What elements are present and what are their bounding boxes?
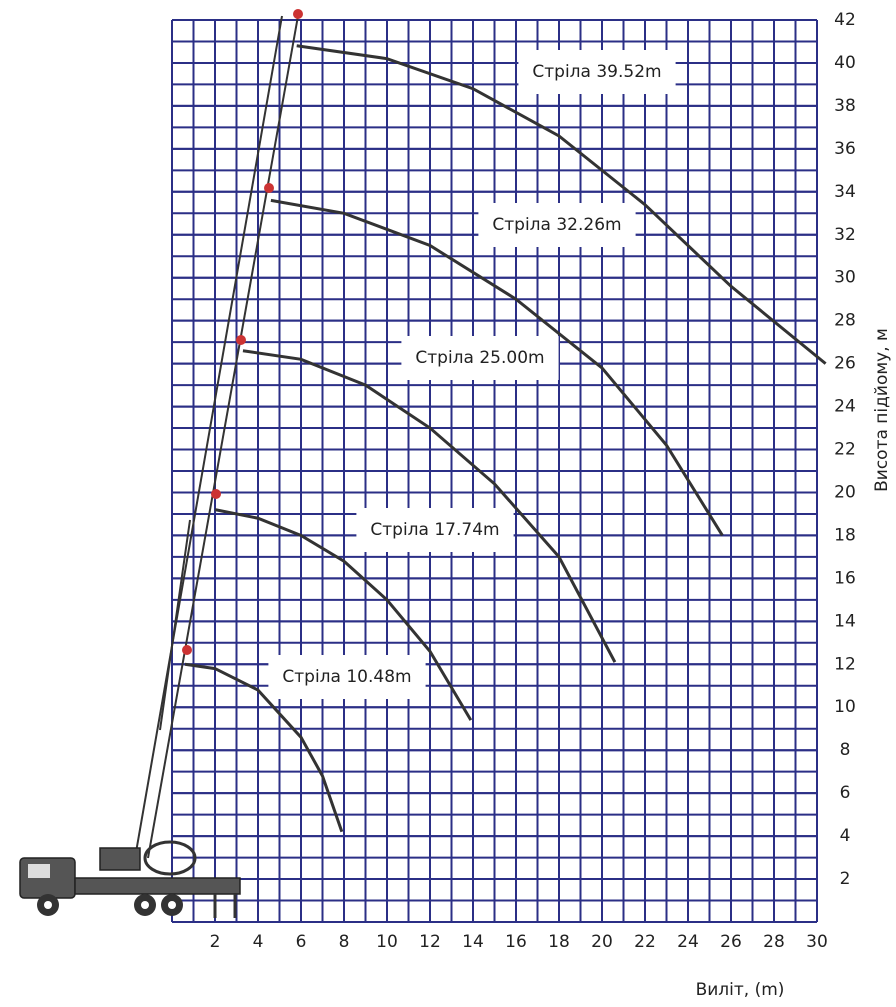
y-tick-label: 2 bbox=[840, 869, 851, 889]
y-tick-label: 18 bbox=[834, 525, 856, 545]
y-tick-label: 34 bbox=[834, 182, 856, 202]
y-tick-label: 40 bbox=[834, 53, 856, 73]
x-tick-label: 24 bbox=[677, 932, 699, 952]
curve-label: Стріла 25.00m bbox=[415, 348, 544, 368]
x-tick-label: 8 bbox=[339, 932, 350, 952]
x-tick-label: 20 bbox=[591, 932, 613, 952]
y-tick-label: 22 bbox=[834, 440, 856, 460]
minor-grid bbox=[172, 20, 817, 922]
y-tick-label: 42 bbox=[834, 10, 856, 30]
y-tick-label: 38 bbox=[834, 96, 856, 116]
x-tick-label: 6 bbox=[296, 932, 307, 952]
y-axis-label: Висота підйому, м bbox=[872, 328, 892, 492]
y-tick-label: 30 bbox=[834, 268, 856, 288]
x-axis-label: Виліт, (m) bbox=[696, 980, 785, 1000]
y-tick-label: 20 bbox=[834, 482, 856, 502]
x-tick-label: 22 bbox=[634, 932, 656, 952]
x-tick-label: 30 bbox=[806, 932, 828, 952]
x-tick-label: 14 bbox=[462, 932, 484, 952]
y-tick-label: 32 bbox=[834, 225, 856, 245]
chart: Стріла 39.52m Стріла 32.26m Стріла 25.00m С… bbox=[0, 0, 896, 1007]
y-tick-label: 14 bbox=[834, 611, 856, 631]
curve-label: Стріла 32.26m bbox=[492, 215, 621, 235]
x-tick-label: 16 bbox=[505, 932, 527, 952]
y-tick-label: 24 bbox=[834, 397, 856, 417]
curve-label: Стріла 17.74m bbox=[370, 520, 499, 540]
y-tick-label: 10 bbox=[834, 697, 856, 717]
y-tick-label: 36 bbox=[834, 139, 856, 159]
y-tick-label: 16 bbox=[834, 568, 856, 588]
crane-drawing bbox=[20, 9, 303, 918]
x-tick-label: 18 bbox=[548, 932, 570, 952]
y-tick-label: 8 bbox=[840, 740, 851, 760]
y-tick-label: 6 bbox=[840, 783, 851, 803]
curve-label: Стріла 10.48m bbox=[282, 667, 411, 687]
y-tick-label: 28 bbox=[834, 311, 856, 331]
curves bbox=[185, 46, 826, 832]
x-tick-label: 12 bbox=[419, 932, 441, 952]
y-tick-label: 4 bbox=[840, 826, 851, 846]
x-tick-label: 4 bbox=[253, 932, 264, 952]
x-tick-label: 26 bbox=[720, 932, 742, 952]
curve-label: Стріла 39.52m bbox=[532, 62, 661, 82]
x-tick-label: 28 bbox=[763, 932, 785, 952]
y-tick-label: 26 bbox=[834, 354, 856, 374]
x-tick-label: 2 bbox=[210, 932, 221, 952]
x-tick-label: 10 bbox=[376, 932, 398, 952]
y-tick-label: 12 bbox=[834, 654, 856, 674]
